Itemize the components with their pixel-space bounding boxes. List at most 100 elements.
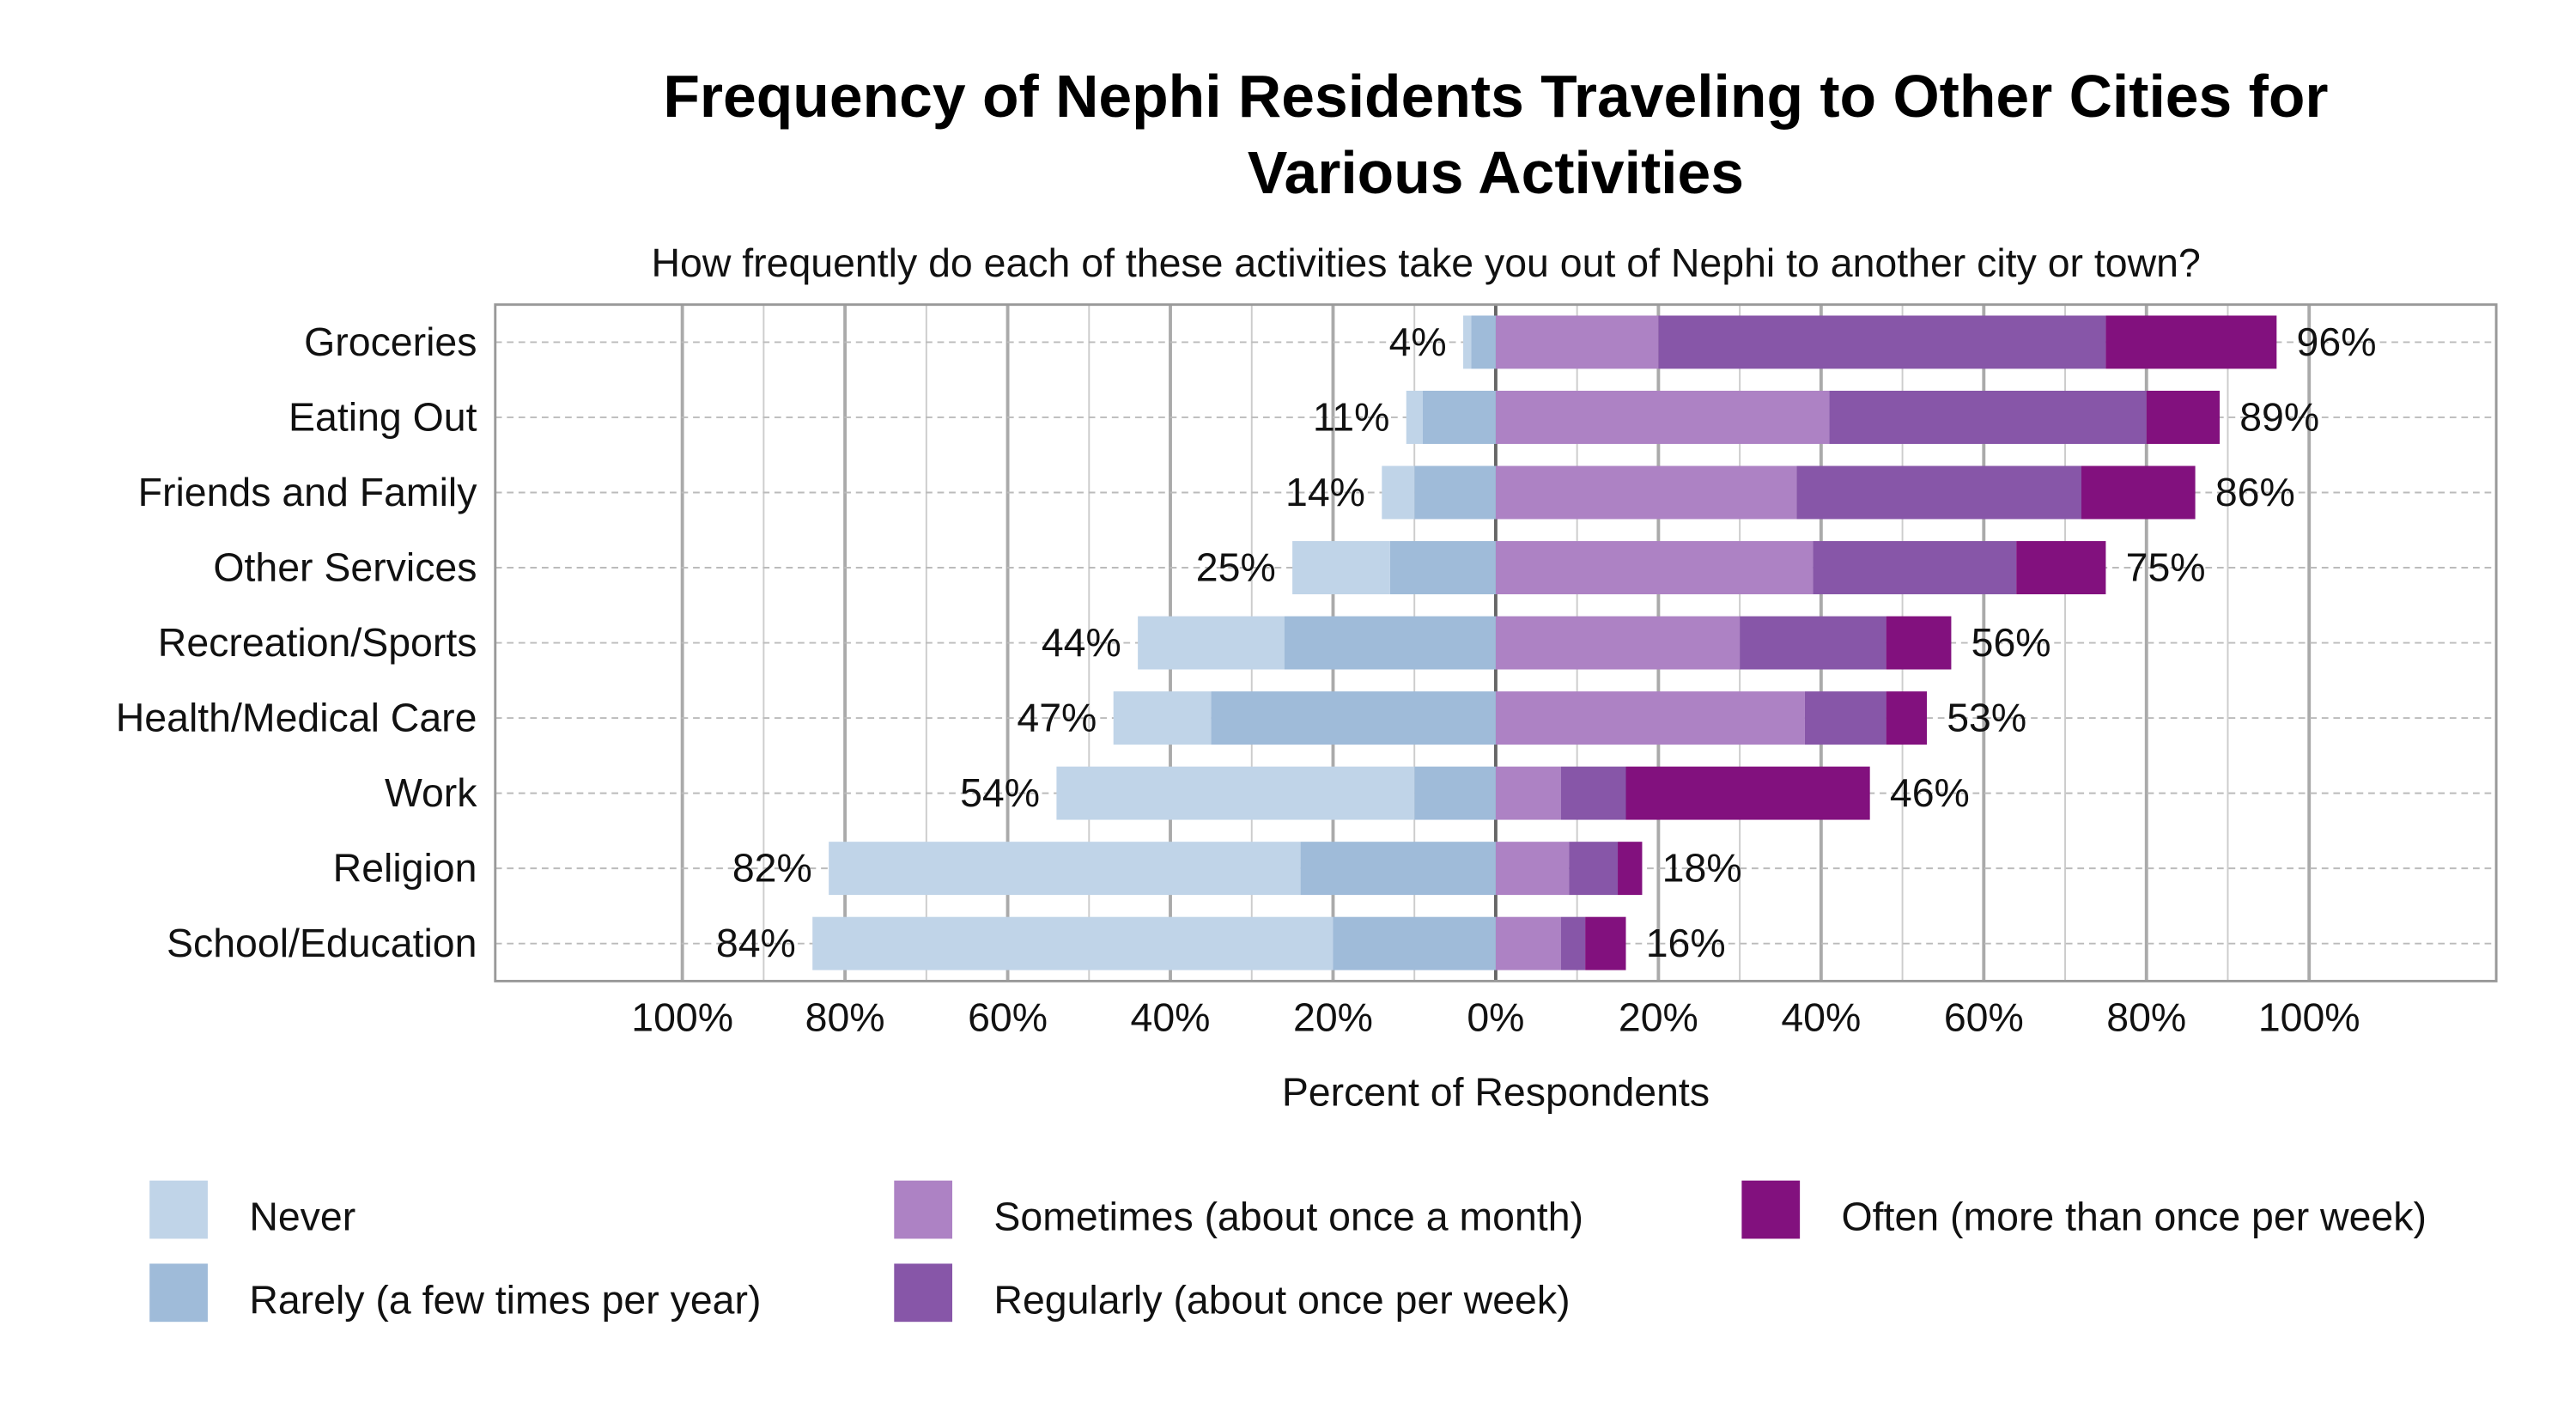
bar-segment-sometimes (1495, 691, 1805, 745)
bar-segment-never (829, 842, 1301, 896)
bar-segment-never (1292, 541, 1390, 594)
bar-segment-sometimes (1495, 916, 1561, 970)
bar-segment-often (1886, 616, 1952, 670)
category-label: Religion (333, 846, 477, 891)
category-label: Friends and Family (138, 470, 478, 514)
x-tick-label: 60% (1944, 994, 2024, 1039)
x-tick-label: 20% (1619, 994, 1698, 1039)
bar-segment-regularly (1569, 842, 1619, 896)
right-total-label: 86% (2215, 470, 2295, 514)
bar-segment-never (1406, 391, 1423, 444)
right-total-label: 16% (1646, 921, 1726, 965)
x-tick-label: 60% (968, 994, 1048, 1039)
left-total-label: 25% (1196, 545, 1276, 590)
bar-segment-sometimes (1495, 842, 1570, 896)
bar-segment-sometimes (1495, 465, 1797, 520)
bar-segment-regularly (1796, 465, 2081, 520)
bar-segment-rarely (1300, 842, 1496, 896)
bar-segment-sometimes (1495, 766, 1561, 820)
bar-segment-often (2081, 465, 2196, 520)
bar-segment-rarely (1422, 391, 1496, 444)
legend-swatch (894, 1263, 953, 1323)
x-tick-label: 100% (631, 994, 733, 1039)
category-label: Eating Out (289, 394, 477, 439)
bar-segment-never (1138, 616, 1285, 670)
bar-segment-regularly (1560, 766, 1626, 820)
legend-swatch (894, 1180, 953, 1239)
bar-segment-often (1585, 916, 1626, 970)
chart-title-line2: Various Activities (1248, 139, 1744, 206)
chart-title-line1: Frequency of Nephi Residents Traveling t… (663, 63, 2328, 130)
x-axis-ticks: 100% 80% 60% 40% 20% 0% 20% 40% 60% 80% 100% (631, 994, 2360, 1039)
bar-segment-often (2105, 315, 2277, 369)
right-total-label: 96% (2297, 319, 2377, 364)
left-total-label: 82% (732, 846, 812, 891)
bar-segment-sometimes (1495, 315, 1659, 369)
bar-segment-never (1463, 315, 1472, 369)
legend-swatch (149, 1180, 208, 1239)
bar-segment-rarely (1211, 691, 1496, 745)
x-tick-label: 20% (1293, 994, 1373, 1039)
bar-segment-rarely (1284, 616, 1496, 670)
x-tick-label: 40% (1781, 994, 1861, 1039)
bars: Groceries 4% 96% Eating Out 11% 89% Friends an… (116, 315, 2377, 970)
chart-subtitle: How frequently do each of these activiti… (651, 240, 2200, 285)
bar-segment-regularly (1560, 916, 1586, 970)
legend-label: Regularly (about once per week) (993, 1278, 1570, 1323)
bar-segment-never (1113, 691, 1212, 745)
legend-swatch (1741, 1180, 1801, 1239)
category-label: Other Services (213, 545, 477, 590)
bar-segment-never (1382, 465, 1415, 520)
right-total-label: 46% (1890, 770, 1970, 815)
bar-segment-sometimes (1495, 616, 1741, 670)
bar-segment-regularly (1740, 616, 1886, 670)
bar-segment-regularly (1804, 691, 1886, 745)
x-tick-label: 100% (2258, 994, 2360, 1039)
left-total-label: 11% (1313, 394, 1390, 439)
left-total-label: 54% (960, 770, 1040, 815)
bar-segment-rarely (1414, 465, 1496, 520)
x-tick-label: 0% (1467, 994, 1524, 1039)
category-label: Work (385, 770, 477, 815)
bar-segment-sometimes (1495, 391, 1830, 444)
x-tick-label: 40% (1131, 994, 1211, 1039)
right-total-label: 75% (2126, 545, 2206, 590)
left-total-label: 14% (1285, 470, 1365, 514)
right-total-label: 18% (1662, 846, 1742, 891)
legend-label: Sometimes (about once a month) (993, 1195, 1583, 1239)
bar-segment-rarely (1333, 916, 1496, 970)
x-tick-label: 80% (2106, 994, 2186, 1039)
bar-segment-often (2146, 391, 2221, 444)
left-total-label: 4% (1389, 319, 1447, 364)
category-label: Recreation/Sports (158, 620, 477, 665)
bar-segment-rarely (1471, 315, 1496, 369)
left-total-label: 84% (716, 921, 796, 965)
x-axis-label: Percent of Respondents (1282, 1070, 1710, 1115)
x-tick-label: 80% (805, 994, 885, 1039)
left-total-label: 44% (1042, 620, 1121, 665)
category-label: Groceries (304, 319, 477, 364)
right-total-label: 89% (2239, 394, 2319, 439)
bar-segment-rarely (1414, 766, 1496, 820)
right-total-label: 53% (1947, 696, 2026, 740)
category-label: School/Education (167, 921, 477, 965)
plot-frame (494, 303, 2498, 982)
bar-segment-often (1618, 842, 1643, 896)
bar-segment-often (1886, 691, 1927, 745)
legend: Never Sometimes (about once a month) Often… (149, 1180, 2427, 1323)
bar-segment-never (1056, 766, 1415, 820)
bar-segment-often (1625, 766, 1870, 820)
bar-segment-rarely (1389, 541, 1496, 594)
legend-label: Never (249, 1195, 355, 1239)
bar-segment-regularly (1658, 315, 2106, 369)
legend-label: Often (more than once per week) (1842, 1195, 2427, 1239)
bar-segment-often (2016, 541, 2106, 594)
right-total-label: 56% (1971, 620, 2051, 665)
bar-segment-regularly (1829, 391, 2147, 444)
legend-label: Rarely (a few times per year) (249, 1278, 761, 1323)
category-label: Health/Medical Care (116, 696, 477, 740)
left-total-label: 47% (1017, 696, 1097, 740)
bar-segment-regularly (1813, 541, 2017, 594)
bar-segment-never (812, 916, 1334, 970)
